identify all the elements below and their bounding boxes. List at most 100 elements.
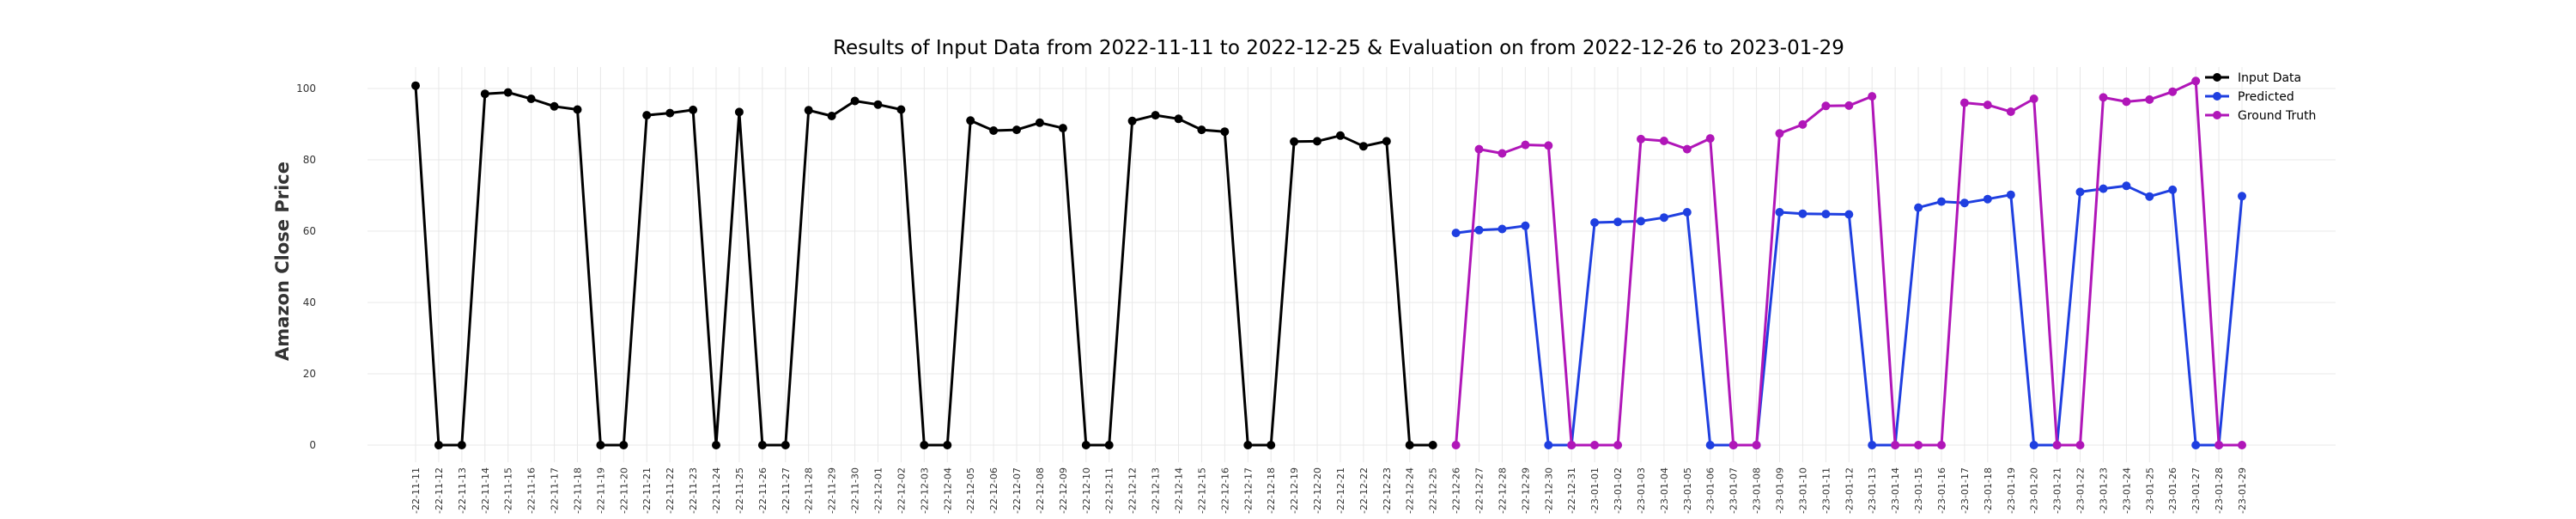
y-tick-label: 80 (303, 154, 316, 166)
data-point (1590, 441, 1600, 449)
x-tick-label: -22-12-24 (1405, 467, 1416, 514)
x-tick-label: -23-01-21 (2052, 467, 2063, 514)
legend-marker (2213, 92, 2221, 101)
data-point (1151, 111, 1160, 120)
data-point (827, 112, 836, 120)
data-point (1821, 210, 1831, 219)
x-tick-label: -23-01-02 (1613, 467, 1624, 514)
y-axis-ticks: 0 20 40 60 80 100 (296, 82, 316, 451)
data-point (757, 441, 767, 449)
data-point (1590, 218, 1600, 227)
x-tick-label: -23-01-18 (1983, 467, 1994, 514)
x-tick-label: -23-01-12 (1844, 467, 1855, 514)
data-point (1798, 209, 1807, 218)
data-point (1798, 119, 1807, 129)
data-point (689, 105, 698, 114)
data-point (1959, 198, 1969, 208)
legend-label: Predicted (2238, 90, 2294, 104)
data-point (2006, 190, 2015, 199)
data-point (1682, 208, 1692, 217)
x-tick-label: -23-01-01 (1589, 467, 1601, 514)
x-tick-label: -22-11-24 (711, 467, 722, 514)
data-point (1498, 224, 1507, 234)
data-point (1891, 441, 1900, 449)
x-tick-label: -23-01-25 (2144, 467, 2155, 514)
y-axis-label: Amazon Close Price (272, 162, 293, 361)
data-point (1682, 144, 1692, 154)
x-tick-label: -22-12-20 (1312, 467, 1323, 514)
data-point (2168, 185, 2178, 194)
data-point (1220, 127, 1230, 137)
data-point (1959, 98, 1969, 107)
x-tick-label: -22-11-21 (641, 467, 653, 514)
data-point (1821, 101, 1831, 111)
x-tick-label: -22-12-14 (1173, 467, 1184, 514)
data-point (1127, 116, 1137, 125)
x-tick-label: -23-01-22 (2075, 467, 2087, 514)
data-point (619, 441, 629, 449)
data-point (804, 106, 813, 115)
x-tick-label: -23-01-29 (2237, 467, 2248, 514)
x-tick-label: -22-12-22 (1358, 467, 1370, 514)
x-tick-label: -22-12-21 (1335, 467, 1346, 514)
data-point (781, 441, 790, 449)
data-point (1081, 441, 1091, 449)
data-point (1752, 441, 1761, 449)
data-point (2191, 76, 2201, 86)
x-tick-label: -22-12-10 (1081, 467, 1092, 514)
data-point (1290, 137, 1299, 146)
data-point (1358, 142, 1368, 151)
x-tick-label: -22-12-12 (1127, 467, 1139, 514)
data-point (1035, 118, 1044, 127)
data-point (1544, 441, 1553, 449)
x-tick-label: -22-12-15 (1196, 467, 1207, 514)
x-tick-label: -23-01-28 (2214, 467, 2225, 514)
x-tick-label: -23-01-16 (1936, 467, 1947, 514)
series-predicted (1451, 181, 2246, 449)
x-tick-label: -22-12-08 (1035, 467, 1046, 514)
legend-marker (2213, 111, 2221, 119)
x-tick-label: -23-01-17 (1959, 467, 1971, 514)
data-point (1844, 210, 1854, 219)
x-tick-label: -23-01-20 (2029, 467, 2040, 514)
x-tick-label: -22-12-16 (1219, 467, 1230, 514)
data-point (850, 96, 860, 106)
x-tick-label: -22-12-19 (1289, 467, 1300, 514)
x-tick-label: -22-11-23 (688, 467, 699, 514)
data-point (2099, 93, 2108, 102)
data-point (1405, 441, 1414, 449)
x-tick-label: -23-01-23 (2098, 467, 2109, 514)
x-tick-label: -22-11-18 (572, 467, 583, 514)
x-tick-label: -22-12-13 (1151, 467, 1162, 514)
data-point (1613, 217, 1623, 227)
x-tick-label: -23-01-09 (1775, 467, 1786, 514)
data-point (1868, 92, 1877, 101)
x-tick-label: -22-12-04 (942, 467, 953, 514)
x-tick-label: -22-12-18 (1266, 467, 1277, 514)
x-tick-label: -22-11-29 (827, 467, 838, 514)
data-point (1267, 441, 1276, 449)
x-tick-label: -22-11-28 (804, 467, 815, 514)
y-tick-label: 40 (303, 296, 316, 308)
series-ground-truth (1451, 76, 2246, 449)
legend-label: Ground Truth (2238, 109, 2316, 123)
data-point (2122, 181, 2131, 191)
data-point (1775, 129, 1784, 138)
x-tick-label: -23-01-15 (1913, 467, 1924, 514)
data-point (2006, 107, 2015, 116)
data-point (989, 126, 999, 135)
x-tick-label: -22-11-25 (734, 467, 745, 514)
x-tick-label: -22-12-28 (1497, 467, 1508, 514)
data-point (1243, 441, 1253, 449)
data-point (2099, 184, 2108, 193)
data-point (1104, 441, 1114, 449)
data-point (526, 95, 536, 103)
x-tick-label: -22-11-15 (503, 467, 514, 514)
data-point (1983, 194, 1992, 204)
data-point (1428, 441, 1437, 449)
data-point (480, 89, 489, 99)
data-point (2168, 87, 2178, 96)
data-point (734, 107, 744, 117)
x-tick-label: -22-12-25 (1428, 467, 1439, 514)
